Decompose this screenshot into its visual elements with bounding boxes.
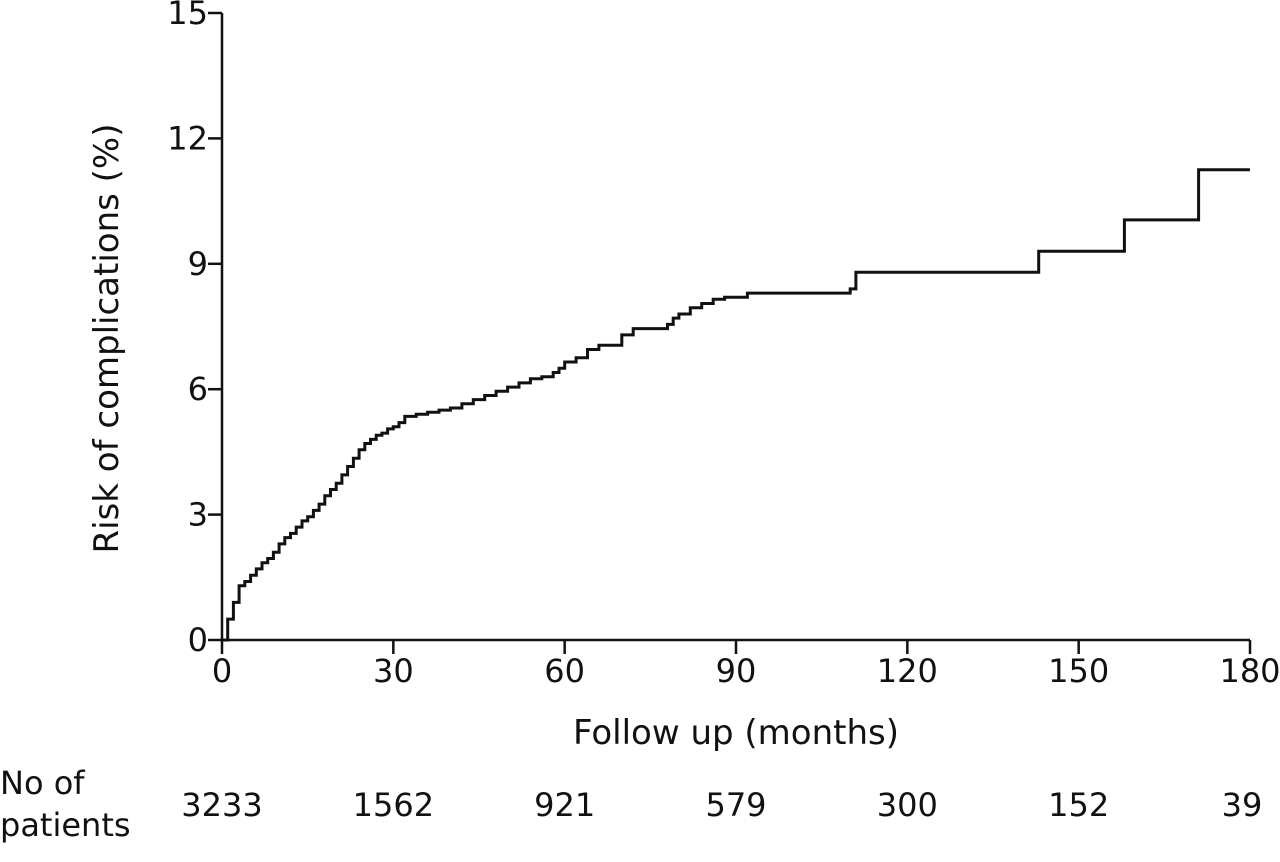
risk-count: 3233: [181, 786, 263, 824]
risk-table-label-line1: No of: [0, 764, 85, 802]
x-axis-title: Follow up (months): [573, 713, 899, 753]
y-tick-label: 15: [167, 0, 208, 32]
risk-count: 152: [1048, 786, 1110, 824]
x-tick-label: 60: [544, 652, 585, 690]
x-tick-label: 0: [212, 652, 232, 690]
risk-count: 921: [534, 786, 596, 824]
risk-table-label-line2: patients: [0, 806, 131, 844]
series-layer: [222, 168, 1250, 642]
risk-count: 300: [876, 786, 938, 824]
y-axis-title: Risk of complications (%): [87, 124, 127, 554]
series-line-0: [222, 168, 1250, 642]
x-tick-label: 150: [1048, 652, 1109, 690]
y-tick-label: 6: [188, 370, 208, 408]
y-tick-label: 3: [188, 496, 208, 534]
x-tick-label: 120: [877, 652, 938, 690]
x-tick-label: 30: [373, 652, 414, 690]
risk-count: 39: [1221, 786, 1263, 824]
risk-count: 579: [705, 786, 767, 824]
risk-table-label: No of patients: [0, 762, 131, 846]
risk-count: 1562: [352, 786, 435, 824]
y-tick-label: 12: [167, 119, 208, 157]
y-tick-label: 9: [188, 245, 208, 283]
x-tick-label: 90: [716, 652, 757, 690]
y-tick-label: 0: [188, 621, 208, 659]
x-tick-label: 180: [1219, 652, 1280, 690]
